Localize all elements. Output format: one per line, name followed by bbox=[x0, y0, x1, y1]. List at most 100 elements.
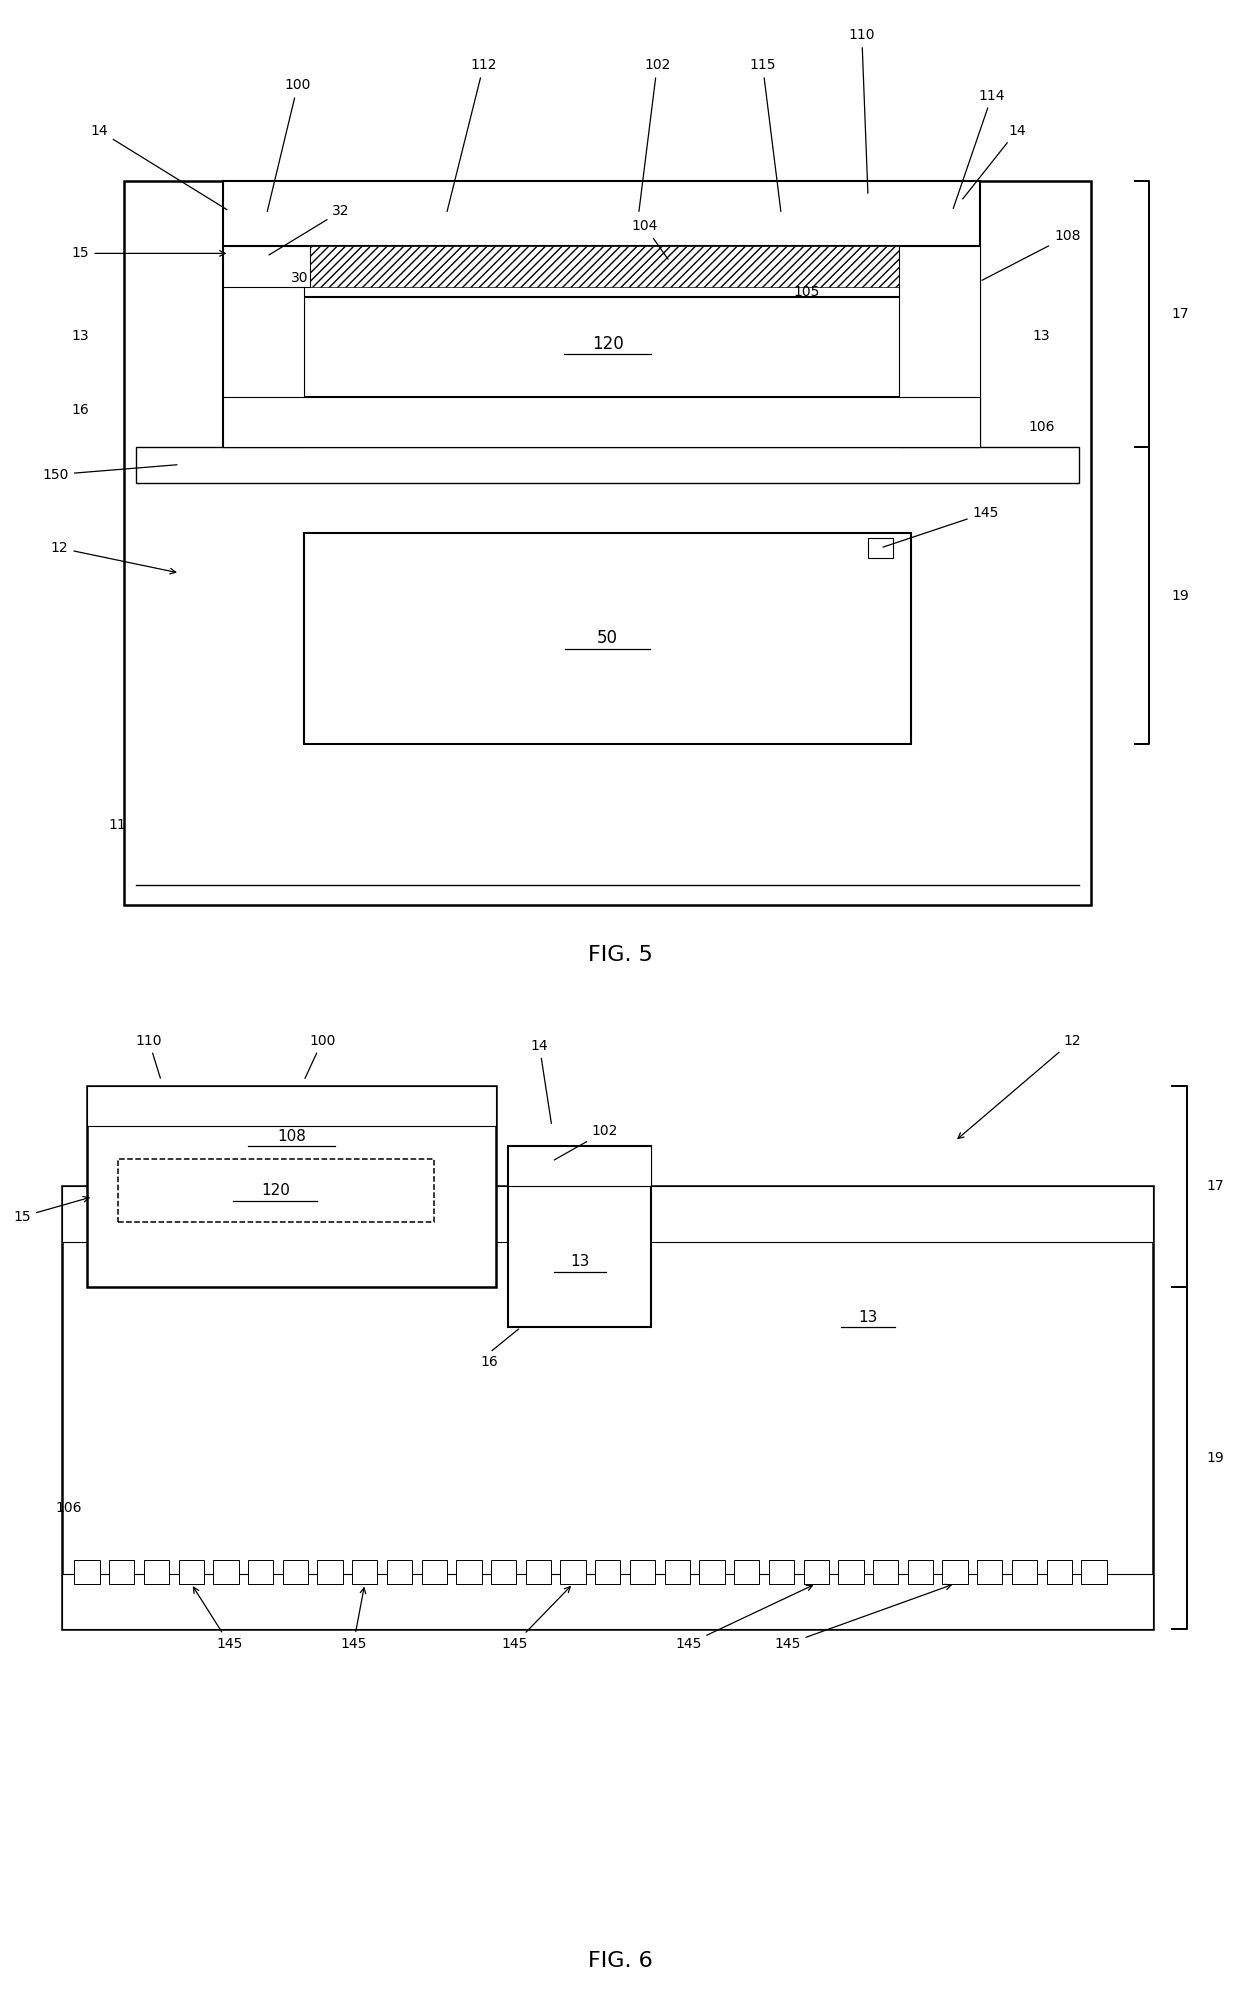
Bar bbox=[62, 1573, 1153, 1629]
Bar bbox=[62, 1573, 1153, 1629]
Bar bbox=[248, 1561, 273, 1585]
Text: 112: 112 bbox=[448, 58, 497, 211]
Text: 32: 32 bbox=[269, 205, 350, 255]
Bar bbox=[223, 247, 980, 286]
Bar bbox=[508, 1146, 651, 1327]
Text: 13: 13 bbox=[1033, 330, 1050, 342]
Bar bbox=[304, 298, 911, 398]
Bar bbox=[109, 1561, 134, 1585]
Text: 106: 106 bbox=[55, 1502, 82, 1514]
Bar bbox=[304, 533, 911, 744]
Text: 11: 11 bbox=[109, 818, 126, 831]
Text: 13: 13 bbox=[858, 1309, 878, 1325]
Text: 145: 145 bbox=[883, 507, 999, 547]
Text: 104: 104 bbox=[631, 219, 668, 259]
Text: 19: 19 bbox=[1172, 589, 1189, 603]
Text: 106: 106 bbox=[1028, 420, 1055, 434]
Text: 102: 102 bbox=[554, 1124, 619, 1160]
Text: 13: 13 bbox=[72, 330, 89, 342]
Bar bbox=[179, 1561, 203, 1585]
Bar bbox=[899, 247, 980, 448]
Bar bbox=[213, 1561, 238, 1585]
Text: 17: 17 bbox=[1207, 1180, 1224, 1193]
Bar bbox=[595, 1561, 620, 1585]
Bar bbox=[769, 1561, 794, 1585]
Text: 150: 150 bbox=[42, 465, 177, 481]
Bar bbox=[352, 1561, 377, 1585]
Bar bbox=[508, 1146, 651, 1186]
Text: 108: 108 bbox=[982, 229, 1080, 280]
Bar bbox=[977, 1561, 1002, 1585]
Text: 145: 145 bbox=[774, 1585, 951, 1651]
Text: 12: 12 bbox=[51, 541, 176, 573]
Bar bbox=[223, 247, 310, 288]
Bar bbox=[87, 1086, 496, 1126]
Bar bbox=[899, 247, 980, 448]
Text: FIG. 5: FIG. 5 bbox=[588, 945, 652, 965]
Bar bbox=[317, 1561, 342, 1585]
Text: 15: 15 bbox=[14, 1197, 89, 1223]
Bar bbox=[74, 1561, 99, 1585]
Bar bbox=[804, 1561, 828, 1585]
Text: 100: 100 bbox=[305, 1034, 336, 1078]
Text: 145: 145 bbox=[501, 1587, 570, 1651]
Text: 108: 108 bbox=[277, 1128, 306, 1144]
Text: 145: 145 bbox=[193, 1587, 243, 1651]
Text: 13: 13 bbox=[570, 1255, 590, 1269]
Bar bbox=[491, 1561, 516, 1585]
Text: 115: 115 bbox=[749, 58, 781, 211]
Bar bbox=[665, 1561, 689, 1585]
Bar bbox=[87, 1086, 496, 1287]
Bar bbox=[908, 1561, 932, 1585]
Bar bbox=[223, 247, 304, 448]
Bar bbox=[62, 1186, 1153, 1243]
Bar bbox=[456, 1561, 481, 1585]
Text: 120: 120 bbox=[591, 336, 624, 352]
Text: 14: 14 bbox=[531, 1040, 552, 1124]
Text: 110: 110 bbox=[135, 1034, 162, 1078]
Text: 30: 30 bbox=[291, 271, 309, 284]
Text: FIG. 6: FIG. 6 bbox=[588, 1951, 652, 1971]
Bar bbox=[283, 1561, 308, 1585]
Bar bbox=[387, 1561, 412, 1585]
Bar bbox=[136, 446, 1079, 483]
Text: 145: 145 bbox=[340, 1589, 367, 1651]
Text: 15: 15 bbox=[72, 247, 226, 259]
Bar bbox=[526, 1561, 551, 1585]
Bar bbox=[87, 1086, 496, 1126]
Bar bbox=[508, 1146, 651, 1186]
Bar bbox=[223, 247, 980, 448]
Bar bbox=[62, 1186, 1153, 1629]
Bar bbox=[1047, 1561, 1071, 1585]
Bar bbox=[873, 1561, 898, 1585]
Bar bbox=[868, 537, 893, 559]
Text: 16: 16 bbox=[481, 1355, 498, 1369]
Text: 105: 105 bbox=[794, 286, 820, 298]
Bar bbox=[62, 1186, 1153, 1243]
Bar bbox=[223, 181, 980, 247]
Bar bbox=[118, 1158, 434, 1223]
Bar bbox=[630, 1561, 655, 1585]
Text: 19: 19 bbox=[1207, 1452, 1224, 1464]
Bar bbox=[942, 1561, 967, 1585]
Text: 16: 16 bbox=[72, 404, 89, 416]
Text: 120: 120 bbox=[260, 1182, 290, 1199]
Text: 50: 50 bbox=[598, 629, 618, 648]
Bar bbox=[1012, 1561, 1037, 1585]
Bar bbox=[838, 1561, 863, 1585]
Bar bbox=[560, 1561, 585, 1585]
Text: 14: 14 bbox=[91, 125, 227, 209]
Bar bbox=[144, 1561, 169, 1585]
Bar bbox=[734, 1561, 759, 1585]
Text: 114: 114 bbox=[954, 88, 1006, 209]
Text: 100: 100 bbox=[268, 78, 311, 211]
Text: 145: 145 bbox=[675, 1585, 812, 1651]
Text: 17: 17 bbox=[1172, 308, 1189, 322]
Bar bbox=[124, 181, 1091, 905]
Text: 110: 110 bbox=[848, 28, 875, 193]
Bar bbox=[223, 398, 980, 448]
Text: 14: 14 bbox=[962, 125, 1025, 199]
Text: 102: 102 bbox=[639, 58, 671, 211]
Bar bbox=[223, 181, 980, 247]
Bar bbox=[699, 1561, 724, 1585]
